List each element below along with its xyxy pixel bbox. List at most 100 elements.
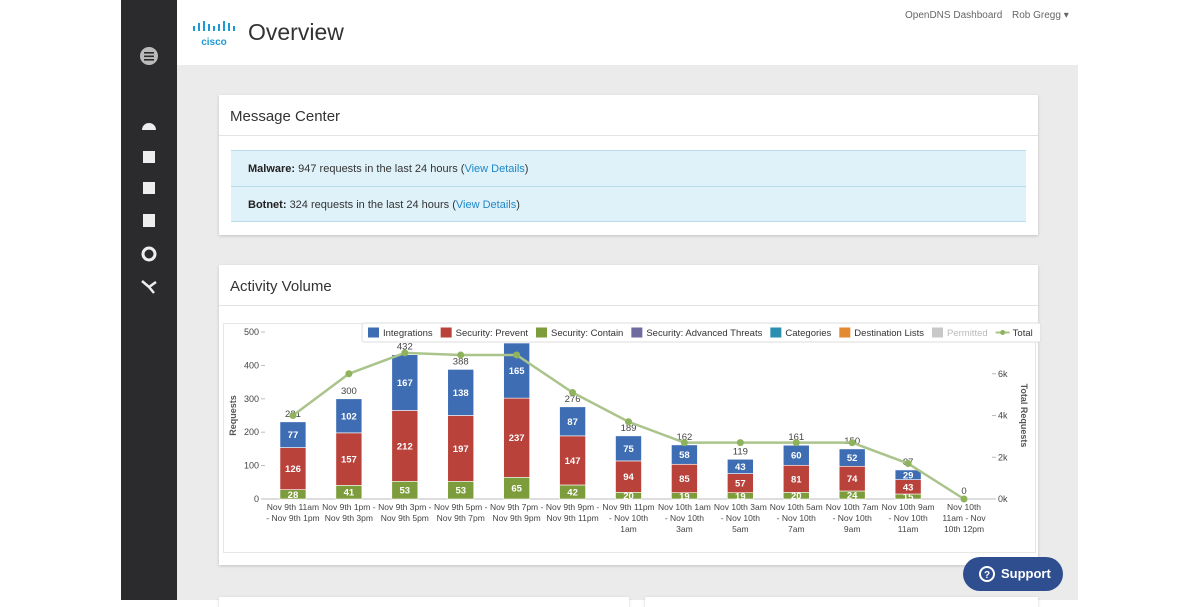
x-tick-label: Nov 10th 5am - Nov 10th 7am	[769, 502, 823, 534]
x-tick-label: Nov 9th 11am - Nov 9th 1pm	[266, 502, 320, 523]
legend-label: Total	[1013, 328, 1033, 339]
bar-value-label: 126	[285, 464, 301, 475]
bar-segment	[615, 460, 642, 493]
x-tick-label: Nov 9th 9pm - Nov 9th 11pm	[545, 502, 600, 523]
bar-value-label: 60	[791, 451, 802, 462]
reports-icon[interactable]	[143, 151, 155, 163]
user-name: Rob Gregg	[1012, 10, 1061, 21]
help-icon: ?	[979, 566, 995, 582]
bar-value-label: 43	[735, 462, 746, 473]
bar-value-label: 147	[565, 456, 581, 467]
total-point	[625, 418, 632, 426]
legend-swatch	[631, 327, 643, 338]
legend-label: Categories	[785, 328, 831, 339]
bar-segment	[559, 406, 586, 437]
bar-value-label: 197	[453, 444, 469, 455]
y-tick-label: 0	[254, 494, 259, 504]
bar-value-label: 87	[567, 417, 578, 428]
bar-value-label: 43	[903, 482, 914, 493]
total-point	[904, 460, 912, 468]
bar-segment	[671, 463, 698, 493]
total-point	[457, 351, 465, 359]
bar-total-label: 432	[397, 342, 413, 353]
bar-value-label: 29	[903, 470, 914, 481]
bar-value-label: 102	[341, 411, 357, 422]
total-point	[569, 389, 577, 397]
x-tick-label: Nov 10th 9am - Nov 10th 11am	[881, 502, 935, 534]
message-label: Botnet:	[248, 199, 287, 211]
bar-value-label: 94	[623, 472, 634, 483]
bar-value-label: 20	[791, 491, 802, 502]
svg-text:?: ?	[984, 570, 990, 581]
integrations-icon[interactable]	[141, 280, 157, 294]
legend-swatch	[932, 327, 943, 338]
legend-label: Integrations	[383, 328, 433, 339]
dashboard-icon[interactable]	[142, 123, 156, 130]
settings-icon[interactable]	[141, 246, 157, 262]
user-menu[interactable]: Rob Gregg ▾	[1012, 10, 1069, 21]
legend-swatch	[368, 327, 379, 338]
bar-total-label: 0	[961, 486, 966, 497]
y-tick-label: 200	[244, 427, 259, 437]
bar-value-label: 138	[453, 388, 469, 399]
nav-link[interactable]: OpenDNS Dashboard	[905, 10, 1003, 21]
card-title: Activity Volume	[230, 278, 332, 295]
bar-segment	[447, 369, 475, 416]
total-point	[792, 439, 800, 447]
bar-value-label: 41	[344, 488, 355, 499]
support-label: Support	[1001, 566, 1051, 581]
legend-swatch	[770, 327, 782, 338]
bar-segment	[838, 448, 866, 467]
x-tick-label: Nov 9th 5pm - Nov 9th 7pm	[434, 502, 488, 523]
bar-segment	[894, 469, 922, 480]
legend-box	[361, 322, 1042, 343]
bar-segment	[391, 410, 419, 482]
legend-swatch	[536, 327, 547, 338]
legend-swatch	[1000, 330, 1006, 335]
bar-value-label: 74	[847, 474, 858, 485]
bar-segment	[615, 435, 642, 462]
bar-value-label: 85	[679, 474, 690, 485]
x-tick-label: Nov 9th 3pm - Nov 9th 5pm	[378, 502, 432, 523]
total-point	[736, 439, 744, 447]
message-label: Malware:	[248, 163, 296, 175]
top-bar: cisco Overview OpenDNS Dashboard Rob Gre…	[177, 0, 1078, 65]
legend-label: Permitted	[947, 328, 988, 339]
view-details-link[interactable]: View Details	[455, 199, 517, 211]
y-tick-label: 300	[244, 394, 259, 404]
total-point	[848, 439, 856, 447]
bar-value-label: 20	[623, 491, 634, 502]
bar-segment	[335, 432, 363, 486]
message-text: 947 requests in the last 24 hours (	[298, 163, 465, 175]
y-tick-label: 100	[244, 461, 259, 471]
x-tick-label: Nov 10th 1am - Nov 10th 3am	[657, 502, 711, 534]
x-tick-label: Nov 10th 11am - Nov 10th 12pm	[942, 502, 986, 534]
bar-total-label: 189	[621, 423, 637, 434]
bar-total-label: 276	[565, 394, 581, 405]
list-icon[interactable]	[143, 182, 155, 194]
bar-value-label: 81	[791, 474, 802, 485]
logo-text: cisco	[201, 37, 227, 48]
support-button[interactable]: ? Support	[963, 557, 1063, 591]
bar-value-label: 157	[341, 455, 357, 466]
bar-segment	[279, 421, 307, 448]
card-title: Message Center	[230, 108, 341, 125]
bar-segment	[279, 447, 307, 490]
bar-value-label: 58	[679, 450, 690, 461]
x-tick-label: Nov 9th 11pm - Nov 10th 1am	[602, 502, 655, 534]
legend-label: Security: Contain	[551, 328, 623, 339]
view-details-link[interactable]: View Details	[464, 163, 525, 175]
bar-value-label: 24	[847, 490, 858, 501]
bar-value-label: 77	[288, 430, 299, 441]
y2-axis-title: Total Requests	[1019, 384, 1029, 448]
bar-total-label: 162	[676, 432, 692, 443]
chart-icon[interactable]	[143, 214, 155, 227]
bar-value-label: 57	[735, 479, 746, 490]
bar-segment	[838, 465, 866, 492]
bar-segment	[447, 415, 475, 482]
message-row: Malware: 947 requests in the last 24 hou…	[231, 150, 1026, 186]
bar-value-label: 165	[509, 366, 526, 377]
bar-segment	[727, 458, 754, 474]
y2-tick-label: 6k	[998, 369, 1008, 379]
